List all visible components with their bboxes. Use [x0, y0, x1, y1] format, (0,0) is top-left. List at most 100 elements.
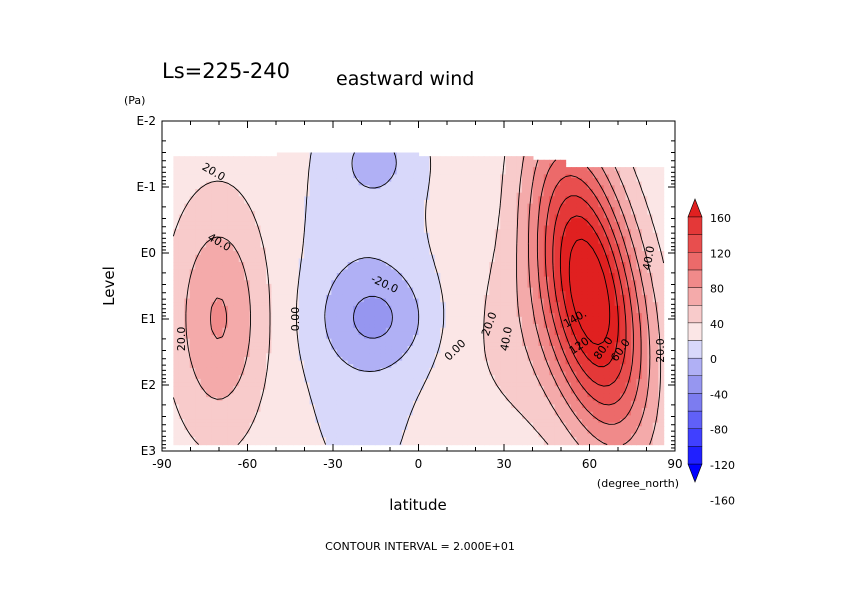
field-cell	[413, 229, 420, 234]
field-cell	[173, 240, 180, 245]
field-cell	[342, 335, 349, 340]
field-cell	[331, 254, 338, 259]
field-cell	[413, 316, 420, 322]
field-cell	[402, 265, 409, 270]
field-cell	[641, 342, 648, 347]
field-cell	[549, 251, 556, 256]
field-cell	[483, 196, 490, 201]
field-cell	[456, 254, 463, 259]
field-cell	[320, 353, 327, 358]
field-cell	[413, 159, 420, 165]
field-cell	[505, 167, 512, 172]
field-cell	[652, 196, 659, 201]
field-cell	[353, 283, 360, 289]
field-cell	[271, 225, 278, 230]
field-cell	[483, 294, 490, 300]
field-cell	[549, 335, 556, 340]
field-cell	[598, 262, 605, 267]
field-cell	[271, 316, 278, 322]
field-cell	[233, 251, 240, 256]
field-cell	[304, 320, 311, 325]
field-cell	[489, 236, 496, 241]
field-cell	[195, 207, 202, 212]
field-cell	[418, 305, 425, 311]
field-cell	[543, 349, 550, 354]
field-cell	[652, 167, 659, 172]
field-cell	[576, 174, 583, 179]
field-cell	[315, 236, 322, 241]
field-cell	[500, 192, 507, 197]
field-cell	[276, 247, 283, 252]
field-cell	[402, 272, 409, 278]
field-cell	[636, 210, 643, 216]
field-cell	[189, 313, 196, 318]
field-cell	[560, 167, 567, 172]
field-cell	[369, 163, 376, 168]
field-cell	[211, 349, 218, 354]
field-cell	[576, 189, 583, 194]
field-cell	[380, 335, 387, 340]
field-cell	[255, 320, 262, 325]
field-cell	[320, 309, 327, 314]
field-cell	[347, 305, 354, 311]
field-cell	[189, 181, 196, 186]
field-cell	[249, 346, 256, 351]
field-cell	[614, 196, 621, 201]
field-cell	[249, 272, 256, 278]
field-cell	[402, 240, 409, 245]
field-cell	[560, 262, 567, 267]
field-cell	[336, 353, 343, 358]
field-cell	[652, 338, 659, 343]
field-cell	[173, 280, 180, 285]
field-cell	[429, 214, 436, 219]
field-cell	[549, 309, 556, 314]
field-cell	[298, 305, 305, 311]
field-cell	[505, 338, 512, 343]
field-cell	[413, 218, 420, 223]
field-cell	[358, 324, 365, 329]
field-cell	[658, 189, 665, 194]
field-cell	[189, 349, 196, 354]
field-cell	[489, 156, 496, 161]
field-cell	[233, 207, 240, 212]
field-cell	[434, 181, 441, 186]
field-cell	[227, 218, 234, 223]
field-cell	[625, 265, 632, 270]
field-cell	[462, 203, 469, 208]
field-cell	[549, 218, 556, 223]
field-cell	[342, 196, 349, 201]
field-cell	[320, 210, 327, 216]
field-cell	[211, 214, 218, 219]
field-cell	[265, 262, 273, 267]
field-cell	[500, 199, 507, 205]
field-cell	[516, 240, 523, 245]
field-cell	[369, 349, 376, 354]
field-cell	[271, 313, 278, 318]
field-cell	[287, 254, 294, 259]
field-cell	[462, 199, 469, 205]
field-cell	[391, 240, 398, 245]
field-cell	[641, 218, 648, 223]
field-cell	[325, 283, 332, 289]
field-cell	[565, 254, 572, 259]
field-cell	[614, 185, 621, 190]
field-cell	[374, 203, 381, 208]
field-cell	[260, 236, 267, 241]
field-cell	[369, 199, 376, 205]
field-cell	[200, 174, 207, 179]
field-cell	[658, 287, 665, 292]
field-cell	[265, 247, 273, 252]
field-cell	[227, 229, 234, 234]
field-cell	[238, 298, 245, 303]
field-cell	[620, 346, 627, 351]
field-cell	[265, 167, 273, 172]
field-cell	[598, 320, 605, 325]
field-cell	[184, 353, 191, 358]
field-cell	[434, 203, 441, 208]
field-cell	[293, 181, 300, 186]
field-cell	[429, 232, 436, 238]
field-cell	[625, 298, 632, 303]
field-cell	[216, 327, 224, 333]
field-cell	[462, 262, 469, 267]
field-cell	[260, 196, 267, 201]
